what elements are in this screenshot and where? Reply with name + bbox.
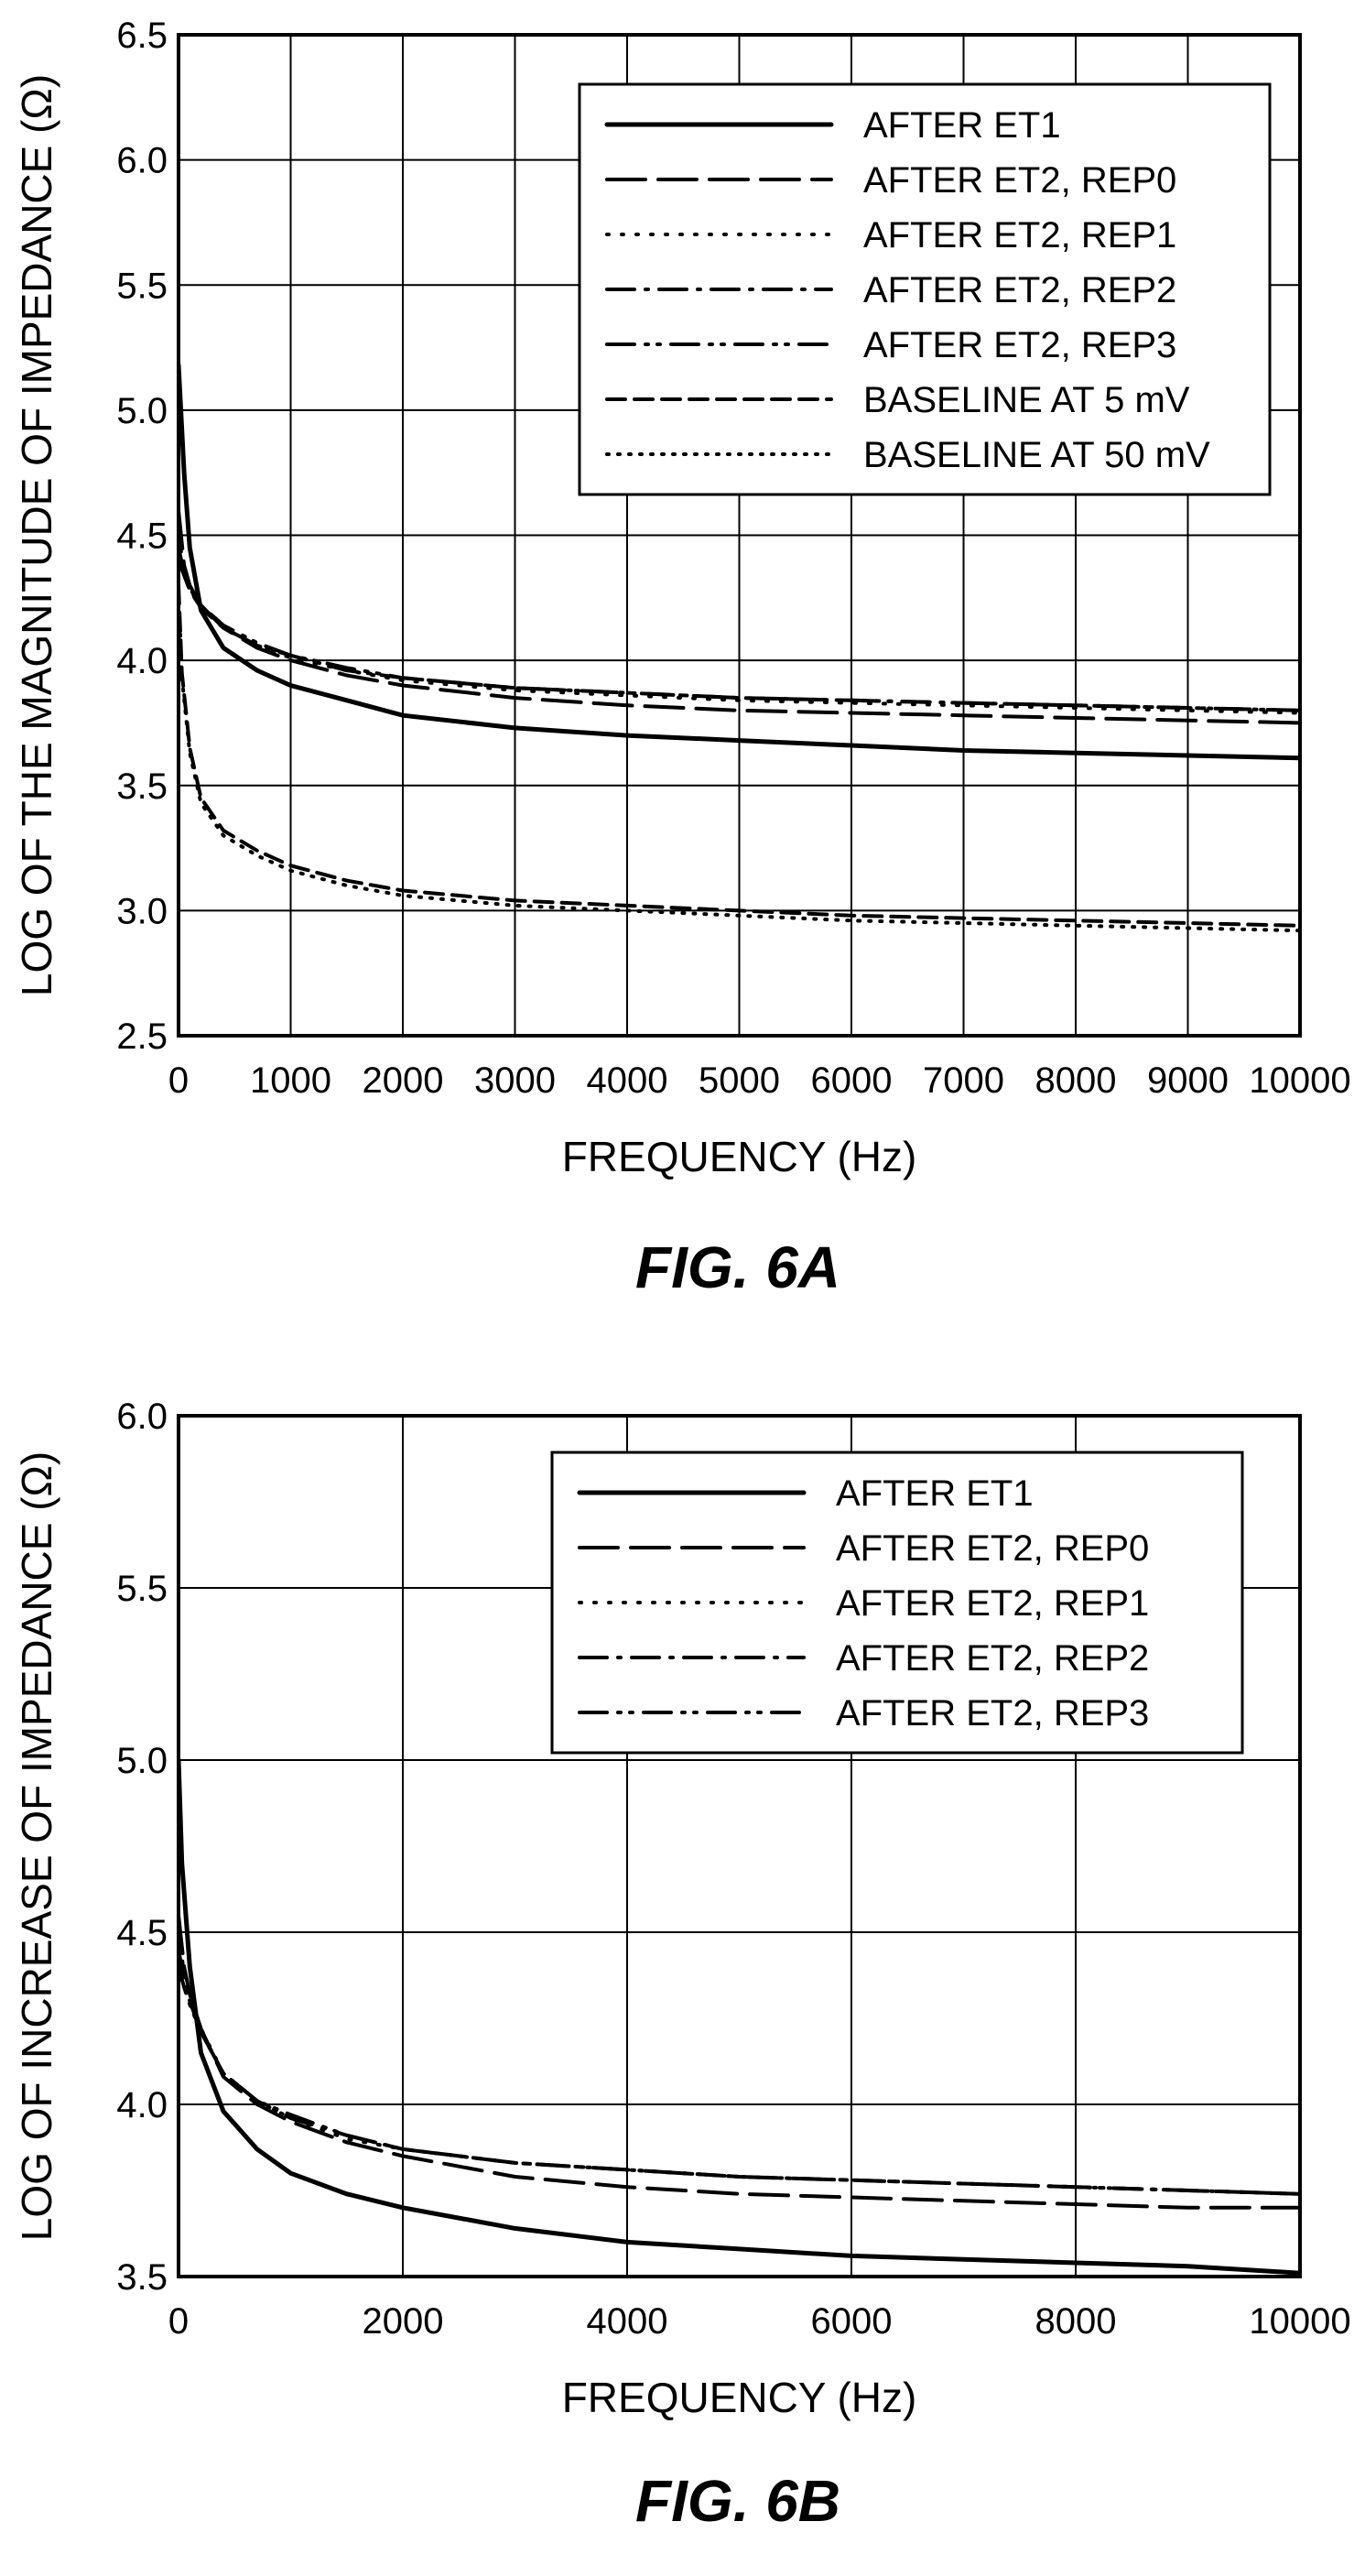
series-line-6 — [179, 588, 1300, 933]
legend-label: BASELINE AT 5 mV — [863, 380, 1190, 420]
figure-caption: FIG. 6B — [635, 2468, 840, 2534]
y-tick-label: 3.0 — [116, 891, 168, 931]
y-tick-label: 5.5 — [116, 266, 168, 306]
legend-label: AFTER ET2, REP3 — [836, 1693, 1149, 1734]
plot-frame — [177, 1414, 1302, 2278]
y-axis-label: LOG OF INCREASE OF IMPEDANCE (Ω) — [13, 1451, 60, 2241]
x-tick-label: 5000 — [699, 1060, 780, 1101]
legend-label: AFTER ET2, REP1 — [863, 215, 1176, 255]
y-tick-label: 4.5 — [116, 516, 168, 557]
x-tick-label: 4000 — [587, 1060, 668, 1101]
x-tick-label: 0 — [168, 1060, 189, 1101]
legend-label: BASELINE AT 50 mV — [863, 435, 1210, 475]
x-tick-label: 8000 — [1035, 1060, 1117, 1101]
x-tick-label: 1000 — [250, 1060, 331, 1101]
chart-6a: 0 1000 2000 3000 4000 5000 6000 7000 8000 9000 100… — [13, 16, 1351, 1300]
x-tick-label: 6000 — [811, 2301, 893, 2342]
x-axis-label: FREQUENCY (Hz) — [562, 2374, 917, 2421]
y-tick-label: 6.0 — [116, 141, 168, 181]
x-tick-label: 3000 — [474, 1060, 556, 1101]
legend-label: AFTER ET1 — [863, 105, 1061, 146]
y-tick-label: 5.5 — [116, 1569, 168, 1609]
figure-caption: FIG. 6A — [635, 1234, 840, 1300]
chart-6b: 0 2000 4000 6000 8000 10000 3.5 4.0 4.5 5.0 5.5 6.0… — [13, 1397, 1351, 2534]
legend-box — [578, 82, 1272, 496]
y-tick-label: 5.0 — [116, 1741, 168, 1781]
y-tick-label: 6.5 — [116, 16, 168, 56]
legend: AFTER ET1 AFTER ET2, REP0 AFTER ET2, REP1 A… — [550, 1451, 1244, 1755]
series-line-0 — [179, 363, 1300, 761]
legend: AFTER ET1 AFTER ET2, REP0 AFTER ET2, REP1 A… — [578, 82, 1272, 496]
series-line-4 — [179, 558, 1300, 712]
x-axis-label: FREQUENCY (Hz) — [562, 1133, 917, 1180]
legend-label: AFTER ET2, REP3 — [863, 325, 1176, 365]
y-tick-label: 4.5 — [116, 1913, 168, 1953]
y-tick-label: 2.5 — [116, 1016, 168, 1057]
y-tick-label: 3.5 — [116, 2257, 168, 2298]
y-tick-label: 4.0 — [116, 641, 168, 681]
series-line-2 — [179, 1930, 1300, 2196]
legend-label: AFTER ET2, REP2 — [863, 270, 1176, 310]
x-tick-label: 8000 — [1035, 2301, 1117, 2342]
y-tick-label: 3.5 — [116, 766, 168, 807]
x-tick-label: 9000 — [1147, 1060, 1229, 1101]
legend-label: AFTER ET2, REP1 — [836, 1583, 1149, 1624]
legend-label: AFTER ET2, REP2 — [836, 1638, 1149, 1679]
legend-label: AFTER ET2, REP0 — [863, 160, 1176, 201]
legend-label: AFTER ET2, REP0 — [836, 1528, 1149, 1569]
x-tick-label: 4000 — [587, 2301, 668, 2342]
x-tick-label: 2000 — [363, 1060, 444, 1101]
x-tick-label: 10000 — [1249, 1060, 1350, 1101]
legend-label: AFTER ET1 — [836, 1473, 1034, 1514]
series-line-2 — [179, 533, 1300, 715]
y-tick-label: 4.0 — [116, 2085, 168, 2125]
x-tick-label: 7000 — [923, 1060, 1004, 1101]
y-tick-label: 5.0 — [116, 391, 168, 431]
series-line-1 — [179, 1913, 1300, 2210]
x-tick-label: 6000 — [811, 1060, 893, 1101]
series-line-4 — [179, 1964, 1300, 2196]
series-line-3 — [179, 1947, 1300, 2196]
series-line-0 — [179, 1757, 1300, 2276]
x-tick-label: 0 — [168, 2301, 189, 2342]
y-axis-label: LOG OF THE MAGNITUDE OF IMPEDANCE (Ω) — [13, 74, 60, 996]
series-line-5 — [179, 583, 1300, 928]
y-tick-label: 6.0 — [116, 1397, 168, 1437]
x-tick-label: 2000 — [363, 2301, 444, 2342]
x-tick-label: 10000 — [1249, 2301, 1350, 2342]
